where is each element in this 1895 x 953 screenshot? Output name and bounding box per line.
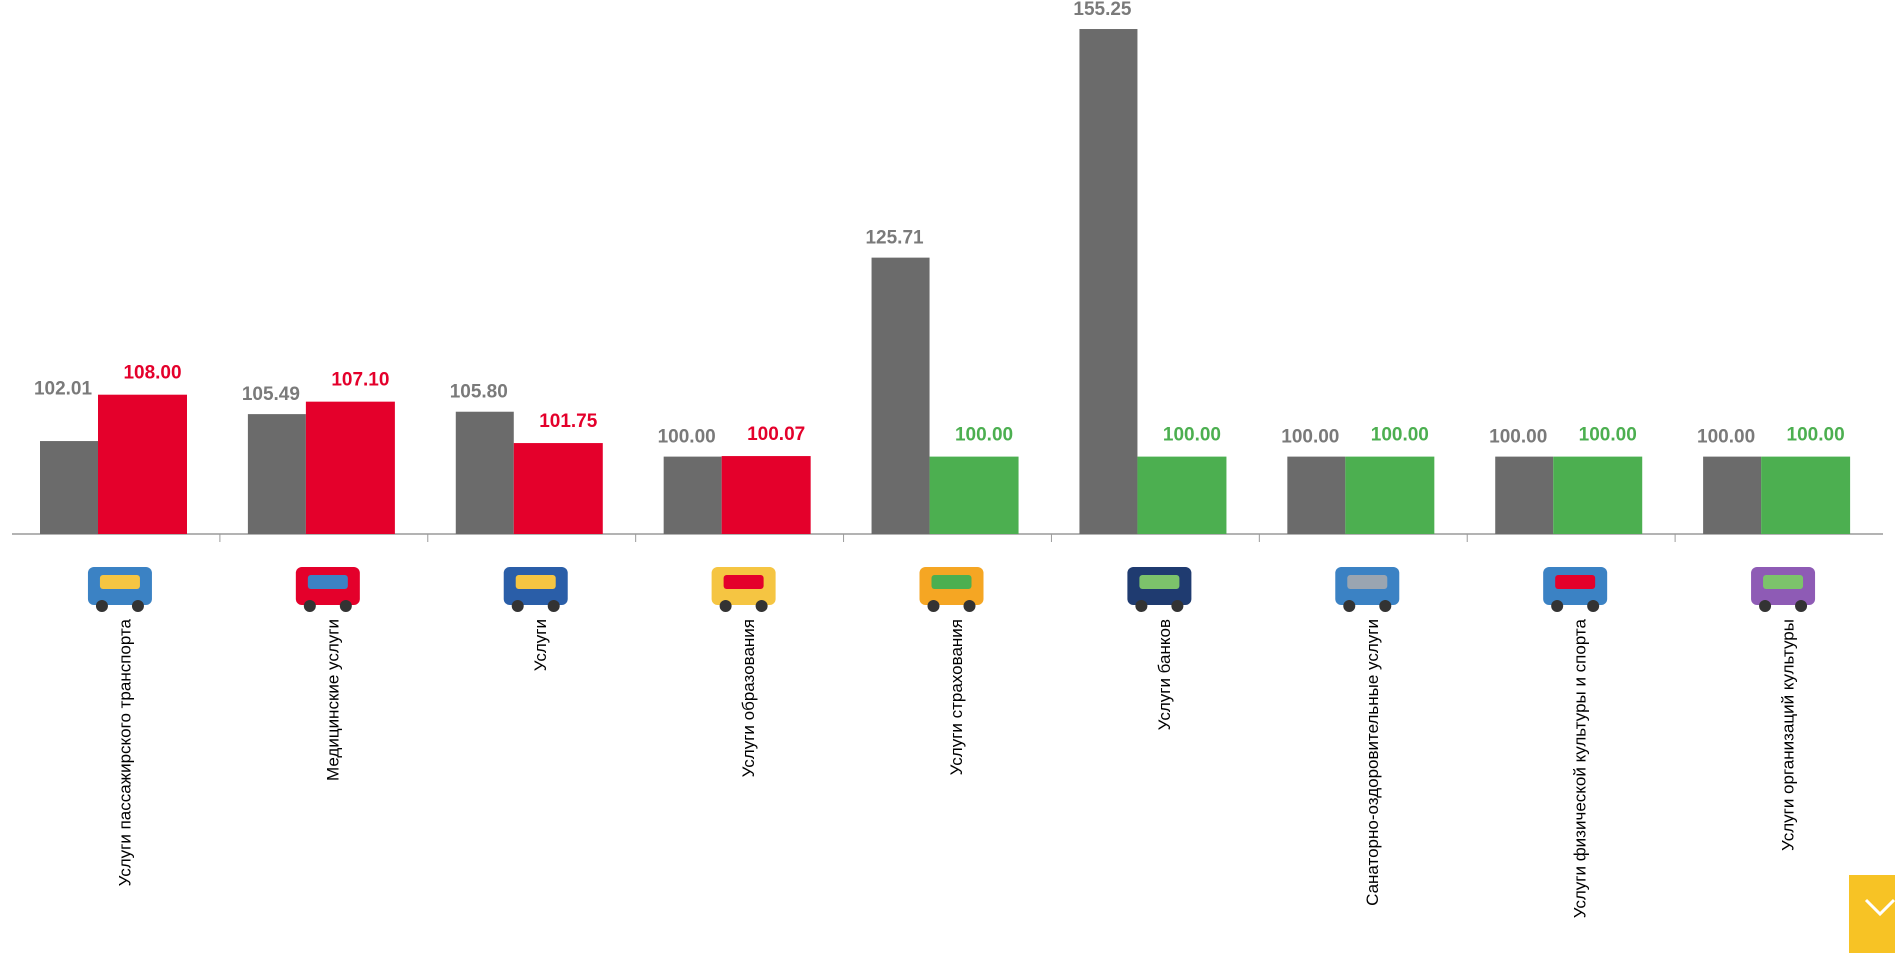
bar [930,457,1019,534]
bar [1287,457,1345,534]
x-tick-label: Услуги страхования [947,619,966,775]
icon-shape [132,600,144,612]
icon-shape [1347,575,1387,589]
icon-shape [724,575,764,589]
category-icon [920,567,984,612]
bar [1345,457,1434,534]
icon-shape [1587,600,1599,612]
icon-shape [756,600,768,612]
value-label: 100.00 [1163,425,1221,446]
value-label: 100.00 [1579,425,1637,446]
bar [1079,29,1137,534]
icon-shape [1555,575,1595,589]
category-icon [1751,567,1815,612]
value-label: 102.01 [34,379,93,400]
bar [1703,457,1761,534]
category-icon [1543,567,1607,612]
bar [456,412,514,534]
x-tick-label: Услуги [531,619,550,671]
bar [722,456,811,534]
icon-shape [308,575,348,589]
icon-shape [720,600,732,612]
value-label: 101.75 [539,411,598,432]
icon-shape [1551,600,1563,612]
bar [1553,457,1642,534]
icon-shape [1139,575,1179,589]
icon-shape [1379,600,1391,612]
x-tick-label: Услуги физической культуры и спорта [1571,618,1590,918]
value-label: 100.00 [1281,427,1339,448]
value-label: 125.71 [865,228,924,249]
icon-shape [932,575,972,589]
icon-shape [96,600,108,612]
icon-shape [1795,600,1807,612]
icon-shape [1759,600,1771,612]
icon-shape [304,600,316,612]
icon-shape [928,600,940,612]
bar [248,414,306,534]
bar [1495,457,1553,534]
chart: 102.01 108.00 Услуги пассажирского транспо… [0,0,1895,953]
value-label: 100.00 [658,427,716,448]
icon-shape [964,600,976,612]
x-tick-label: Санаторно-оздоровительные услуги [1363,619,1382,906]
icon-shape [1763,575,1803,589]
x-tick-label: Услуги образования [739,619,758,777]
bar [1137,457,1226,534]
value-label: 100.00 [1371,425,1429,446]
icon-shape [1343,600,1355,612]
value-label: 100.00 [1489,427,1547,448]
icon-shape [340,600,352,612]
value-label: 100.00 [1787,425,1845,446]
scroll-button[interactable] [1849,875,1895,953]
value-label: 100.07 [747,424,805,445]
bar [514,443,603,534]
icon-shape [548,600,560,612]
value-label: 105.80 [450,382,508,403]
category-icon [88,567,152,612]
bar [98,395,187,534]
category-icon [1127,567,1191,612]
bar [1761,457,1850,534]
bar [872,258,930,534]
value-label: 105.49 [242,384,300,405]
bar [306,402,395,534]
x-tick-label: Медицинские услуги [323,619,342,781]
icon-shape [512,600,524,612]
value-label: 108.00 [123,363,181,384]
x-tick-label: Услуги пассажирского транспорта [115,618,134,886]
bar [664,457,722,534]
category-icon [712,567,776,612]
x-tick-label: Услуги организаций культуры [1779,619,1798,851]
category-icon [1335,567,1399,612]
value-label: 155.25 [1073,0,1132,20]
icon-shape [100,575,140,589]
value-label: 107.10 [331,370,389,391]
x-tick-label: Услуги банков [1155,619,1174,730]
icon-shape [1171,600,1183,612]
value-label: 100.00 [1697,427,1755,448]
icon-shape [516,575,556,589]
value-label: 100.00 [955,425,1013,446]
category-icon [296,567,360,612]
bar [40,441,98,534]
category-icon [504,567,568,612]
icon-shape [1135,600,1147,612]
button-bg[interactable] [1849,875,1895,953]
